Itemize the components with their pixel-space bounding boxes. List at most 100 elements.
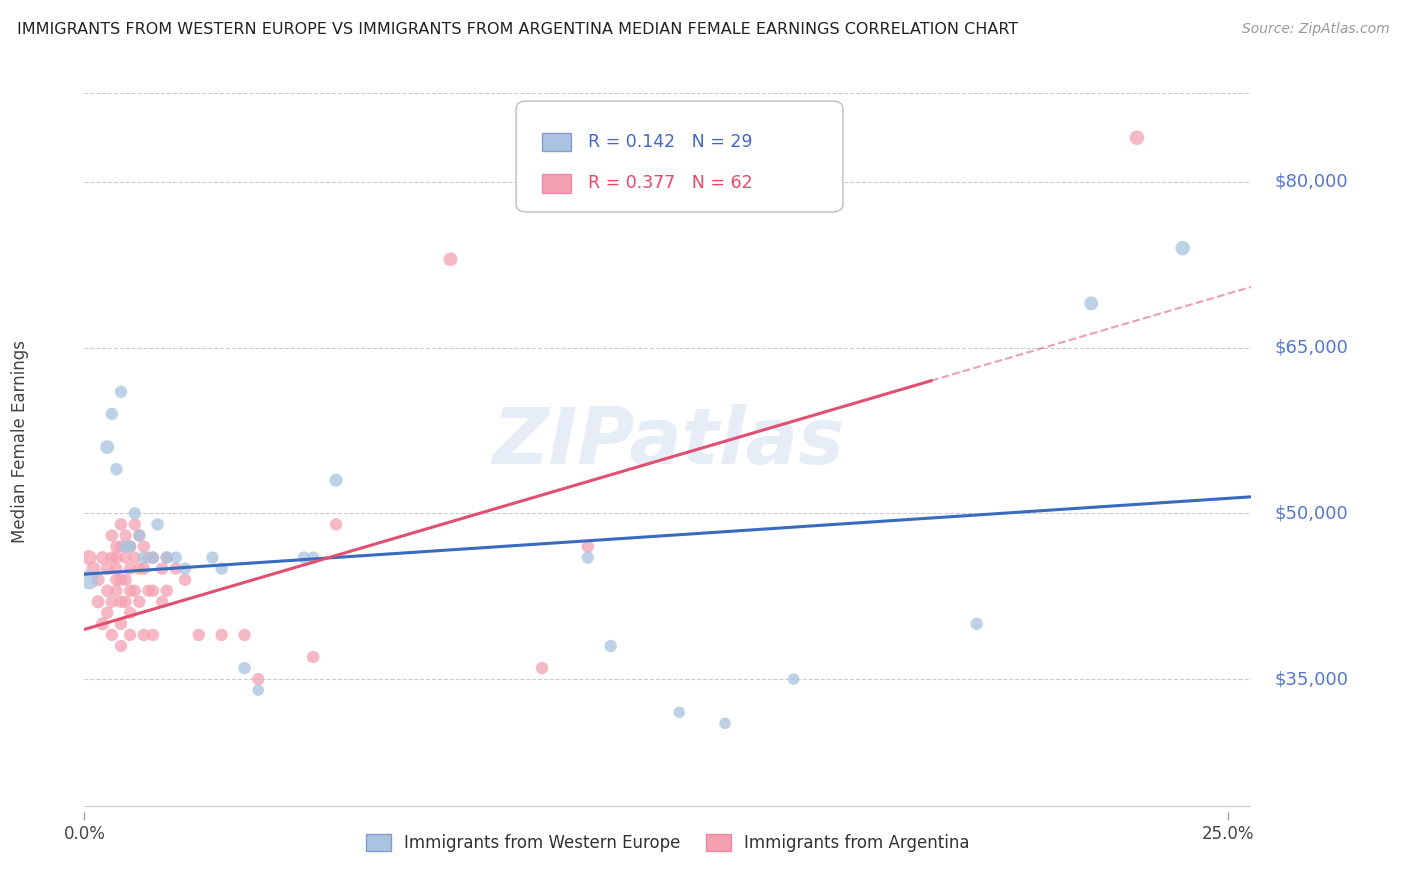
Point — [128, 528, 150, 542]
Point — [91, 616, 114, 631]
Point — [138, 550, 160, 565]
Point — [101, 595, 124, 609]
Point — [1080, 296, 1102, 310]
Point — [110, 517, 132, 532]
Point — [211, 628, 233, 642]
Point — [966, 616, 988, 631]
Point — [101, 628, 124, 642]
Point — [302, 550, 325, 565]
Point — [325, 473, 347, 487]
Text: $35,000: $35,000 — [1274, 670, 1348, 688]
Point — [668, 706, 690, 720]
Point — [156, 583, 179, 598]
Point — [105, 573, 128, 587]
Point — [576, 550, 599, 565]
Point — [120, 540, 142, 554]
Text: $65,000: $65,000 — [1274, 339, 1348, 357]
Point — [87, 573, 110, 587]
Point — [247, 672, 270, 686]
Text: Source: ZipAtlas.com: Source: ZipAtlas.com — [1241, 22, 1389, 37]
Point — [120, 583, 142, 598]
Point — [105, 583, 128, 598]
Point — [128, 595, 150, 609]
Point — [302, 650, 325, 665]
Point — [87, 595, 110, 609]
Point — [96, 606, 118, 620]
Point — [124, 507, 146, 521]
Point — [105, 550, 128, 565]
Point — [439, 252, 461, 267]
Point — [105, 462, 128, 476]
Point — [110, 573, 132, 587]
Point — [1171, 241, 1194, 255]
Point — [114, 540, 136, 554]
Point — [142, 628, 165, 642]
Point — [174, 573, 197, 587]
Point — [156, 550, 179, 565]
Point — [142, 550, 165, 565]
Point — [138, 583, 160, 598]
Point — [783, 672, 806, 686]
Point — [165, 561, 187, 575]
Point — [105, 540, 128, 554]
Point — [150, 595, 173, 609]
Point — [146, 517, 169, 532]
Point — [91, 550, 114, 565]
Point — [124, 583, 146, 598]
Point — [128, 528, 150, 542]
Point — [174, 561, 197, 575]
Text: $80,000: $80,000 — [1274, 173, 1348, 191]
Point — [233, 628, 256, 642]
Point — [105, 561, 128, 575]
Point — [128, 561, 150, 575]
FancyBboxPatch shape — [516, 101, 844, 212]
Point — [96, 440, 118, 454]
Point — [187, 628, 209, 642]
Point — [132, 550, 155, 565]
Point — [247, 683, 270, 698]
Point — [576, 540, 599, 554]
Point — [101, 407, 124, 421]
Point — [83, 561, 105, 575]
Point — [233, 661, 256, 675]
Point — [110, 540, 132, 554]
Point — [132, 540, 155, 554]
Point — [101, 550, 124, 565]
Point — [142, 583, 165, 598]
Point — [120, 561, 142, 575]
Point — [325, 517, 347, 532]
Point — [714, 716, 737, 731]
Point — [599, 639, 621, 653]
Point — [114, 595, 136, 609]
Text: $50,000: $50,000 — [1274, 504, 1348, 523]
Text: Median Female Earnings: Median Female Earnings — [11, 340, 30, 543]
Point — [110, 639, 132, 653]
Point — [530, 661, 553, 675]
Point — [114, 528, 136, 542]
Point — [77, 550, 100, 565]
Point — [156, 550, 179, 565]
Text: ZIPatlas: ZIPatlas — [492, 403, 844, 480]
Point — [165, 550, 187, 565]
Point — [114, 573, 136, 587]
Point — [211, 561, 233, 575]
Point — [110, 384, 132, 399]
Point — [132, 561, 155, 575]
Point — [150, 561, 173, 575]
Point — [142, 550, 165, 565]
Point — [77, 573, 100, 587]
Point — [292, 550, 315, 565]
Point — [1126, 130, 1149, 145]
Point — [101, 528, 124, 542]
Point — [201, 550, 224, 565]
Point — [96, 561, 118, 575]
Point — [124, 517, 146, 532]
Point — [120, 540, 142, 554]
Legend: Immigrants from Western Europe, Immigrants from Argentina: Immigrants from Western Europe, Immigran… — [360, 828, 976, 859]
Point — [110, 616, 132, 631]
Point — [110, 595, 132, 609]
Point — [96, 583, 118, 598]
Text: R = 0.142   N = 29: R = 0.142 N = 29 — [589, 133, 754, 151]
Point — [124, 550, 146, 565]
Point — [114, 550, 136, 565]
